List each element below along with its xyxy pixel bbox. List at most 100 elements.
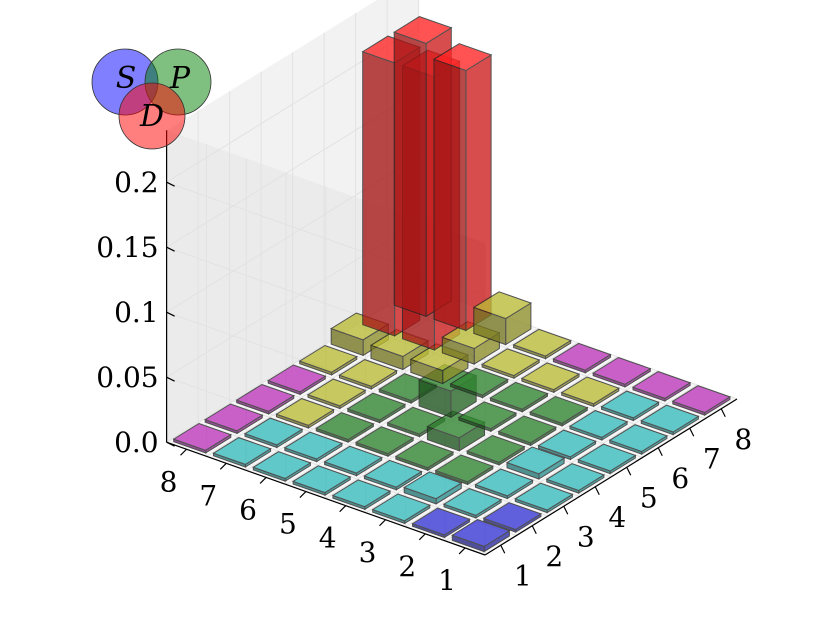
x-tick-mark bbox=[626, 466, 632, 476]
bar-face bbox=[545, 463, 606, 492]
bar-face bbox=[243, 417, 304, 446]
bar-face bbox=[393, 16, 453, 44]
bar-face bbox=[371, 493, 431, 522]
bar-face bbox=[465, 54, 492, 332]
z-tick-mark bbox=[166, 376, 175, 382]
bar-face bbox=[472, 291, 533, 320]
bar-6-5 bbox=[449, 367, 509, 399]
x-tick-label: 1 bbox=[514, 559, 532, 592]
bar-1-4 bbox=[331, 479, 392, 511]
bar-face bbox=[600, 390, 660, 419]
bar-face bbox=[671, 385, 732, 414]
bar-2-1 bbox=[482, 502, 543, 533]
bar-face bbox=[283, 431, 344, 460]
bar-face bbox=[204, 403, 264, 432]
bar-2-5 bbox=[323, 445, 383, 477]
bar-5-4 bbox=[457, 401, 518, 433]
bar-face bbox=[298, 344, 358, 373]
bar-5-3 bbox=[497, 415, 557, 447]
bar-face bbox=[362, 50, 396, 337]
bar-7-3 bbox=[560, 376, 620, 408]
y-tick-label: 4 bbox=[319, 522, 337, 555]
bar-2-4 bbox=[363, 459, 423, 491]
y-tick-mark bbox=[418, 533, 426, 541]
bar-8-4 bbox=[552, 342, 612, 374]
bar-face bbox=[640, 404, 700, 433]
bar-face bbox=[331, 479, 392, 508]
y-tick-mark bbox=[259, 477, 267, 484]
bars bbox=[172, 16, 732, 553]
bar-face bbox=[449, 367, 509, 396]
legend-circle-d bbox=[118, 82, 186, 150]
bar-face bbox=[552, 342, 612, 371]
x-tick-label: 7 bbox=[703, 442, 721, 475]
y-tick-label: 6 bbox=[239, 493, 257, 526]
bar-face bbox=[363, 459, 423, 488]
bar-8-7 bbox=[432, 43, 493, 332]
bar-face bbox=[323, 445, 383, 474]
y-tick-mark bbox=[180, 448, 187, 456]
bar-face bbox=[432, 43, 493, 72]
bar-face bbox=[568, 410, 629, 438]
x-tick-mark bbox=[594, 486, 600, 496]
bar-face bbox=[631, 371, 692, 399]
axis-lines bbox=[166, 130, 738, 556]
bar-face bbox=[354, 426, 415, 455]
y-tick-label: 7 bbox=[199, 479, 217, 512]
z-tick-mark bbox=[166, 441, 175, 447]
bar-1-2 bbox=[411, 507, 471, 539]
bar-6-1 bbox=[608, 424, 669, 455]
bar-face bbox=[505, 446, 566, 475]
y-tick-mark bbox=[299, 491, 307, 498]
bar-8-2 bbox=[631, 371, 692, 402]
bar-face bbox=[592, 356, 652, 385]
z-tick-label: 0.2 bbox=[114, 166, 159, 199]
bar-4-2 bbox=[505, 446, 566, 480]
bar-4-3 bbox=[466, 434, 526, 466]
bar-face bbox=[235, 383, 295, 412]
x-tick-mark bbox=[720, 408, 726, 418]
bar-face bbox=[212, 437, 272, 465]
x-tick-label: 4 bbox=[608, 501, 626, 534]
bar-7-2 bbox=[600, 390, 660, 422]
x-axis-line bbox=[484, 398, 738, 556]
bar-face bbox=[267, 364, 327, 393]
x-tick-mark bbox=[657, 447, 663, 457]
bar-2-8 bbox=[204, 403, 264, 435]
y-tick-mark bbox=[379, 519, 386, 527]
bar-1-8 bbox=[172, 422, 232, 454]
x-tick-mark bbox=[531, 525, 537, 535]
bar-1-3 bbox=[371, 493, 431, 525]
bar-face bbox=[403, 471, 463, 500]
grid-line bbox=[285, 328, 539, 485]
bar-1-1 bbox=[451, 519, 511, 553]
bar-face bbox=[512, 328, 572, 357]
bar-face bbox=[433, 58, 467, 332]
z-tick-mark bbox=[166, 181, 175, 187]
x-tick-label: 6 bbox=[671, 462, 689, 495]
bar-2-7 bbox=[243, 417, 304, 449]
bar-3-7 bbox=[275, 398, 335, 429]
bar-4-8 bbox=[267, 364, 327, 396]
x-tick-label: 3 bbox=[577, 520, 595, 553]
bar-face bbox=[520, 362, 581, 391]
bar-3-4 bbox=[394, 440, 455, 472]
bar-3-3 bbox=[434, 454, 494, 486]
bar-face bbox=[306, 378, 367, 407]
bar-2-6 bbox=[283, 431, 344, 463]
bar-8-5 bbox=[512, 328, 572, 360]
bar-face bbox=[537, 429, 597, 458]
bar-1-6 bbox=[252, 451, 312, 482]
bar-face bbox=[252, 451, 312, 480]
bar-7-1 bbox=[640, 404, 700, 436]
x-tick-mark bbox=[563, 505, 569, 515]
z-tick-mark bbox=[166, 311, 175, 317]
bar-face bbox=[172, 422, 232, 451]
bar-4-6 bbox=[346, 392, 407, 424]
z-tick-label: 0.1 bbox=[114, 296, 159, 329]
bar-face bbox=[497, 415, 557, 444]
bar-face bbox=[451, 519, 511, 547]
bar-3-1 bbox=[514, 482, 574, 514]
bar-face bbox=[442, 488, 503, 516]
